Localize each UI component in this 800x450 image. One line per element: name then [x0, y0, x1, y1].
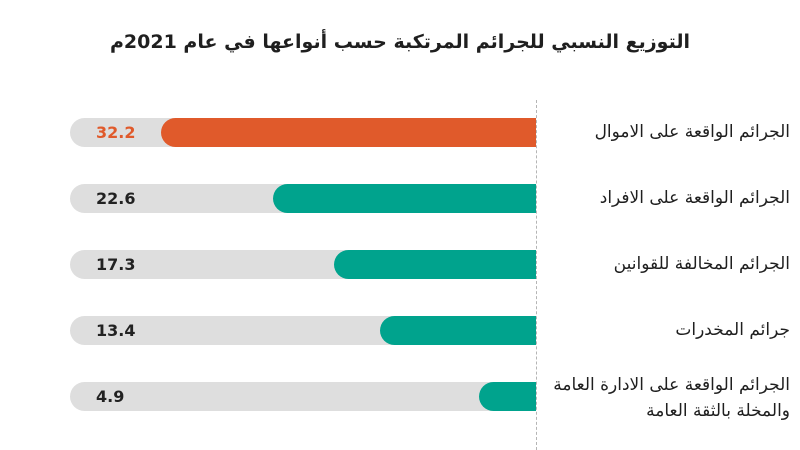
bar-track [70, 117, 536, 147]
bar-track [70, 381, 536, 411]
bar-value-label: 4.9 [96, 386, 125, 406]
bar-track [70, 249, 536, 279]
category-label: جرائم المخدرات [675, 320, 790, 340]
bar [160, 117, 536, 147]
bar [379, 315, 536, 345]
bar-track [70, 315, 536, 345]
bar [478, 381, 536, 411]
chart-title: التوزيع النسبي للجرائم المرتكبة حسب أنوا… [109, 31, 690, 53]
category-label: الجرائم المخالفة للقوانين [613, 254, 790, 274]
category-label: الجرائم الواقعة على الافراد [599, 188, 790, 208]
bar-value-label: 32.2 [96, 122, 136, 142]
axis-divider [536, 100, 537, 450]
bar-value-label: 13.4 [96, 320, 136, 340]
bar-track [70, 183, 536, 213]
bar [334, 249, 536, 279]
bar-value-label: 17.3 [96, 254, 136, 274]
bar-value-label: 22.6 [96, 188, 136, 208]
category-label: الجرائم الواقعة على الاموال [594, 122, 790, 142]
bar [272, 183, 536, 213]
category-label: الجرائم الواقعة على الادارة العامة والمخ… [553, 375, 790, 421]
